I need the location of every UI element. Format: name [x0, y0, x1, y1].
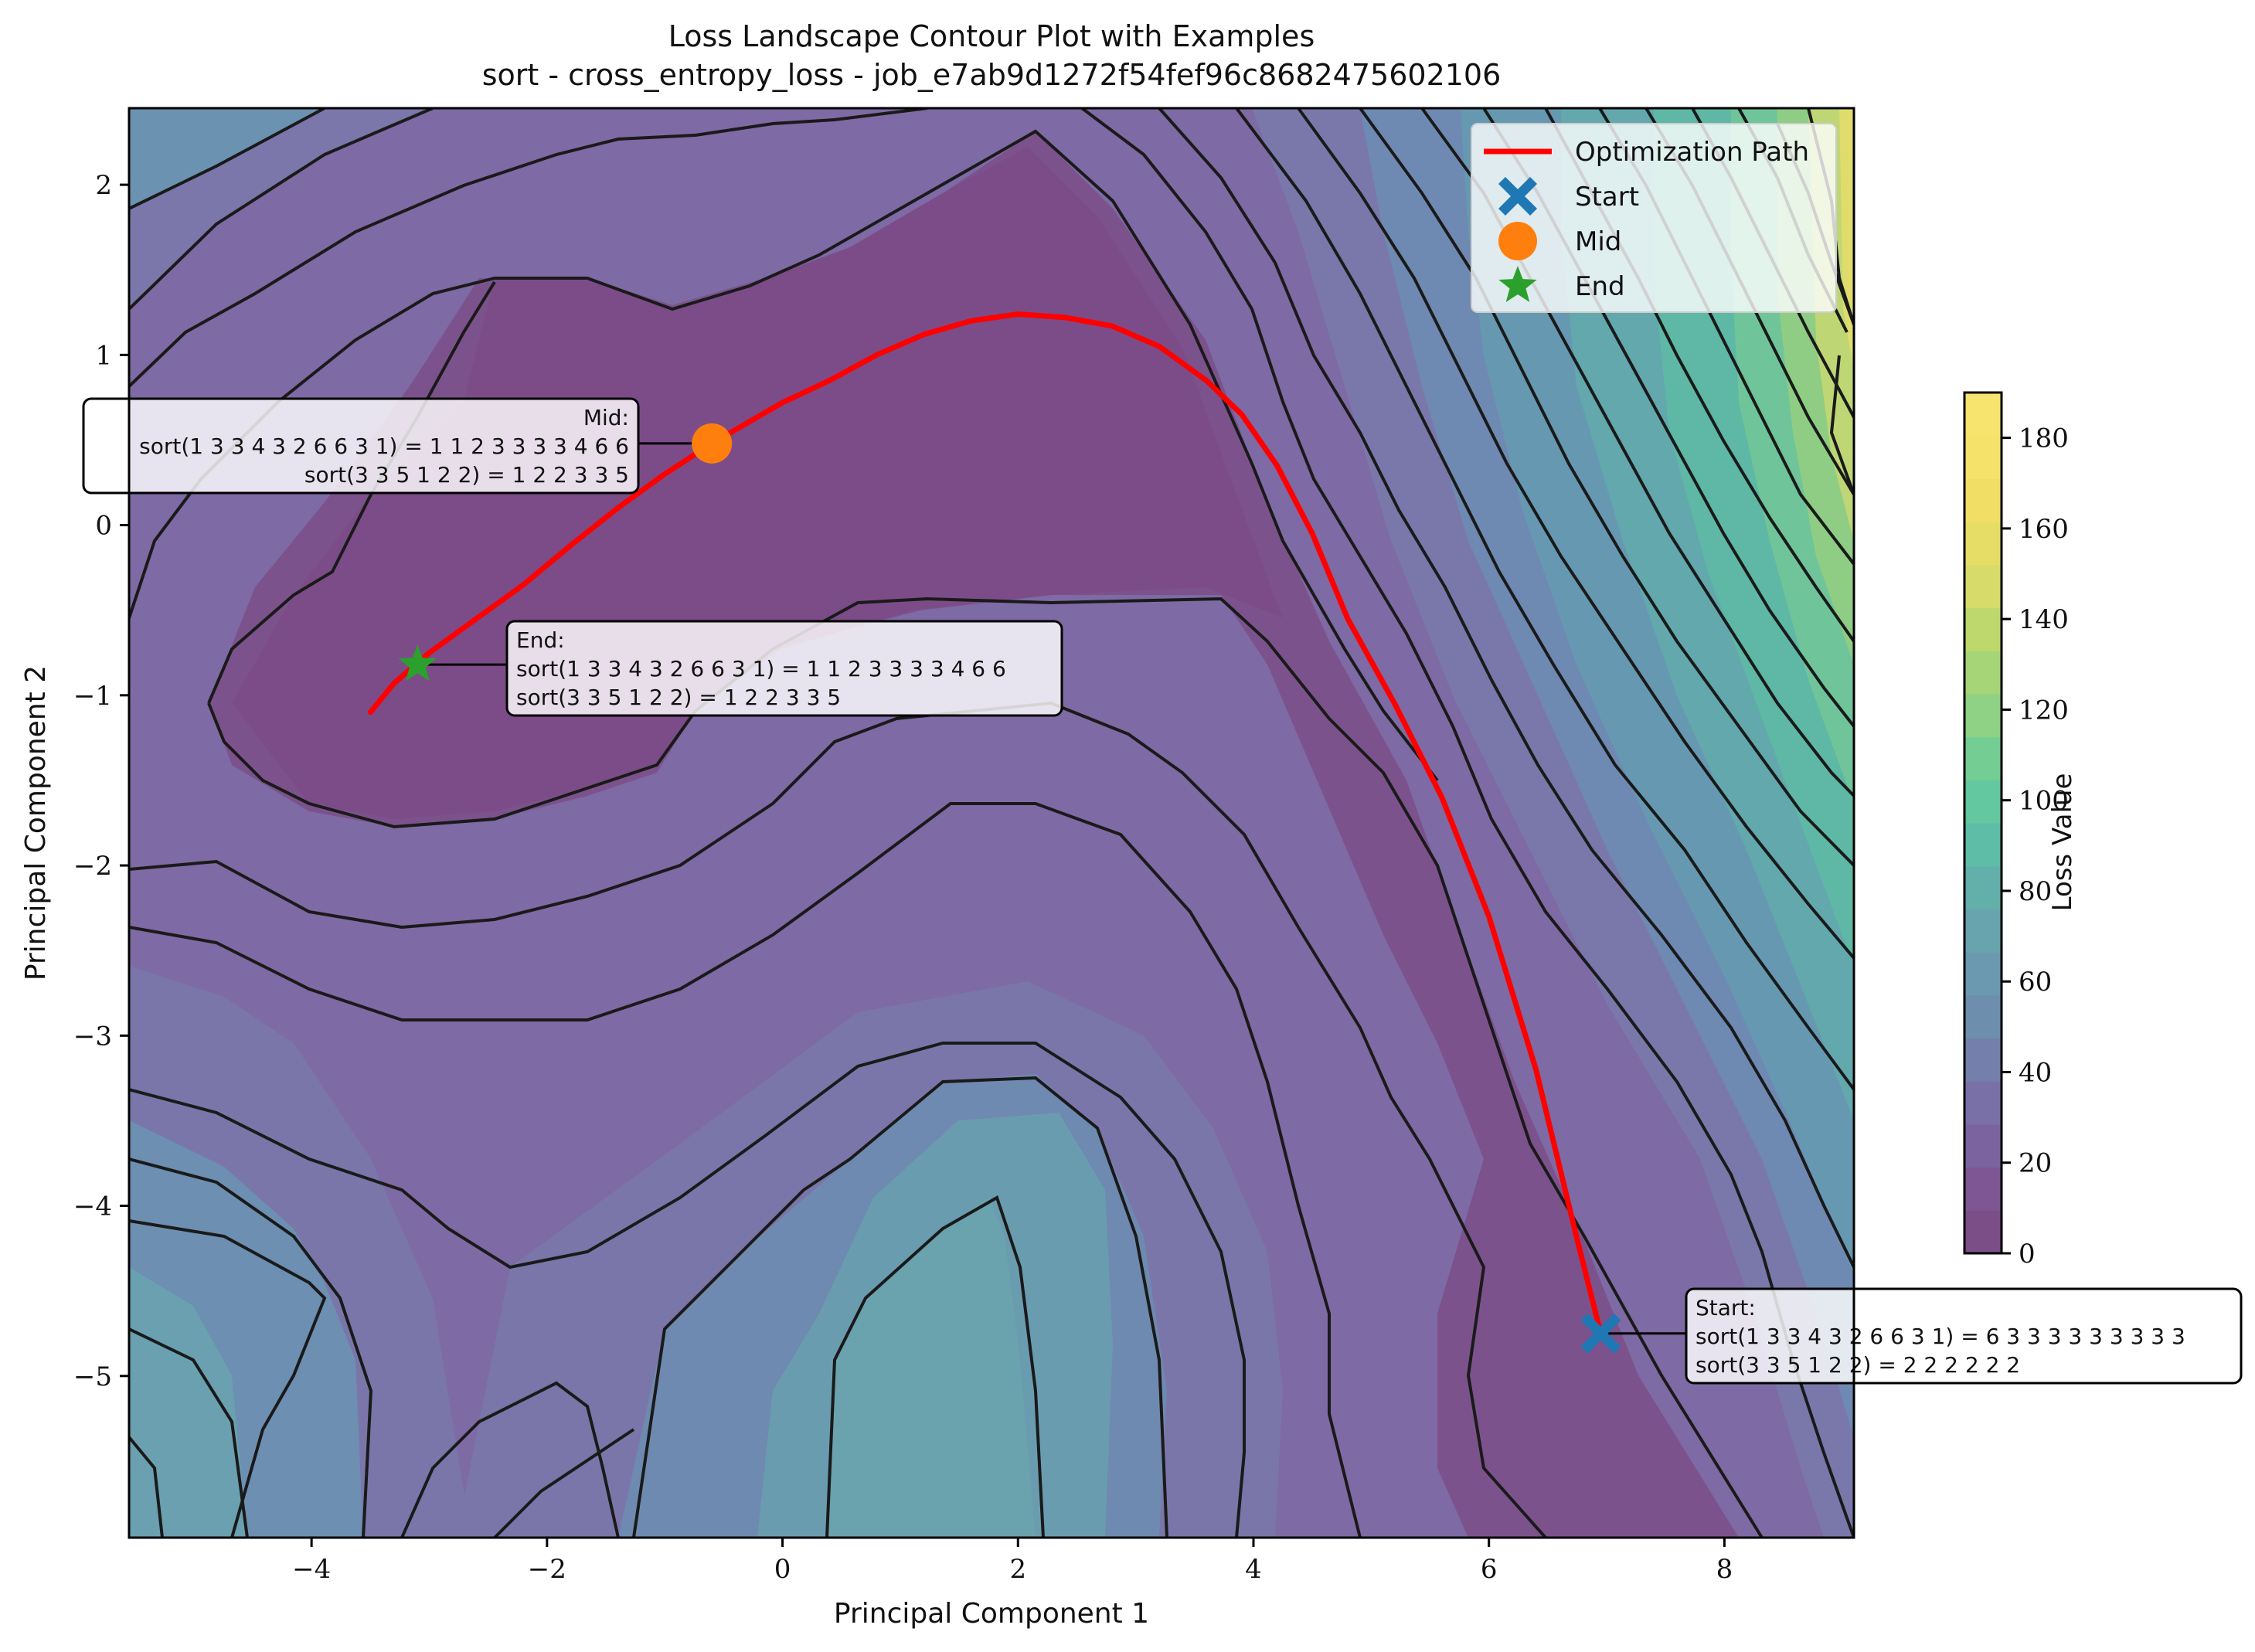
x-tick-label: 6: [1481, 1554, 1498, 1585]
colorbar-band: [1964, 693, 2002, 738]
y-tick-label: −1: [73, 681, 112, 712]
annotation-line: sort(3 3 5 1 2 2) = 2 2 2 2 2 2: [1696, 1352, 2020, 1378]
y-axis-label: Principal Component 2: [20, 665, 52, 981]
colorbar-tick-label: 40: [2019, 1057, 2052, 1088]
path-markers: [398, 423, 1621, 1354]
annotation-box: [505, 620, 1063, 717]
colorbar-tick-label: 180: [2019, 423, 2069, 454]
y-tick-label: −3: [73, 1021, 112, 1052]
colorbar-band: [1964, 522, 2002, 566]
annotation-line: Start:: [1696, 1295, 1756, 1321]
legend-circle-swatch: [1498, 222, 1537, 260]
annotations: Mid: sort(1 3 3 4 3 2 6 6 3 1) = 1 1 2 3 …: [82, 397, 2243, 1385]
optimization-path: [367, 311, 1604, 1337]
colorbar-tick-label: 140: [2019, 604, 2069, 635]
x-axis-label: Principal Component 1: [834, 1598, 1149, 1630]
optimization-path-line: [367, 311, 1604, 1337]
y-tick-label: 2: [95, 170, 112, 201]
colorbar: 0 20 40 60 80 100 120 140 160 180: [1963, 391, 2069, 1270]
colorbar-band: [1964, 1210, 2002, 1254]
colorbar-band: [1964, 1167, 2002, 1211]
start-marker: [1580, 1313, 1621, 1354]
end-marker: [398, 644, 437, 682]
colorbar-band: [1964, 478, 2002, 522]
annotation-line: sort(1 3 3 4 3 2 6 6 3 1) = 6 3 3 3 3 3 …: [1696, 1324, 2185, 1349]
colorbar-band: [1964, 865, 2002, 909]
annotation-line: sort(3 3 5 1 2 2) = 1 2 2 3 3 5: [516, 685, 841, 710]
colorbar-band: [1964, 909, 2002, 953]
y-tick-label: −4: [73, 1191, 112, 1222]
mid-marker: [692, 423, 733, 464]
annotation-line: Mid:: [583, 405, 629, 430]
annotation-line: sort(1 3 3 4 3 2 6 6 3 1) = 1 1 2 3 3 3 …: [139, 433, 629, 459]
plot-frame: [128, 107, 1855, 1539]
colorbar-tick-label: 60: [2019, 967, 2052, 998]
legend-label: Mid: [1575, 226, 1621, 257]
y-axis-ticks: 2 1 0 −1 −2 −3 −4 −5: [73, 170, 129, 1392]
colorbar-band: [1964, 823, 2002, 867]
colorbar-band: [1964, 651, 2002, 695]
annotation-line: End:: [516, 627, 565, 653]
legend-item: Start: [1498, 177, 1639, 216]
legend-box: [1471, 123, 1837, 313]
colorbar-band: [1964, 607, 2002, 651]
chart-subtitle: sort - cross_entropy_loss - job_e7ab9d12…: [482, 58, 1502, 92]
legend-label: Start: [1575, 182, 1639, 212]
legend-x-swatch: [1498, 177, 1537, 216]
colorbar-tick-label: 120: [2019, 695, 2069, 726]
colorbar-tick-label: 100: [2019, 786, 2069, 817]
annotation-mid: Mid: sort(1 3 3 4 3 2 6 6 3 1) = 1 1 2 3 …: [82, 397, 713, 495]
colorbar-tick-label: 80: [2019, 876, 2052, 907]
legend-star-swatch: [1498, 266, 1537, 302]
annotation-start: Start: sort(1 3 3 4 3 2 6 6 3 1) = 6 3 3 …: [1600, 1287, 2243, 1385]
colorbar-band: [1964, 1081, 2002, 1125]
x-axis-ticks: −4 −2 0 2 4 6 8: [292, 1538, 1733, 1585]
annotation-line: sort(3 3 5 1 2 2) = 1 2 2 3 3 5: [304, 462, 629, 488]
colorbar-tick-label: 20: [2019, 1148, 2052, 1179]
annotation-box: [1685, 1287, 2243, 1385]
y-tick-label: −2: [73, 851, 112, 882]
x-tick-label: 2: [1009, 1554, 1026, 1585]
y-tick-label: −5: [73, 1361, 112, 1392]
y-tick-label: 0: [95, 511, 112, 542]
annotation-box: [82, 397, 640, 495]
x-tick-label: 4: [1245, 1554, 1262, 1585]
colorbar-label: Loss Value: [2047, 773, 2078, 912]
colorbar-band: [1964, 736, 2002, 780]
colorbar-band: [1964, 994, 2002, 1039]
colorbar-tick-label: 0: [2019, 1239, 2036, 1270]
x-tick-label: −4: [292, 1554, 331, 1585]
legend-item: End: [1498, 266, 1625, 302]
annotation-end: End: sort(1 3 3 4 3 2 6 6 3 1) = 1 1 2 3 …: [417, 620, 1063, 717]
x-tick-label: −2: [528, 1554, 566, 1585]
x-tick-label: 8: [1716, 1554, 1733, 1585]
legend-label: Optimization Path: [1575, 137, 1809, 168]
colorbar-band: [1964, 780, 2002, 824]
annotation-line: sort(1 3 3 4 3 2 6 6 3 1) = 1 1 2 3 3 3 …: [516, 656, 1006, 682]
colorbar-band: [1964, 564, 2002, 609]
legend: Optimization Path Start Mid End: [1471, 123, 1837, 313]
chart-title: Loss Landscape Contour Plot with Example…: [668, 19, 1315, 53]
colorbar-band: [1964, 435, 2002, 479]
x-tick-label: 0: [774, 1554, 791, 1585]
colorbar-band: [1964, 1038, 2002, 1082]
legend-item: Mid: [1498, 222, 1621, 260]
colorbar-band: [1964, 952, 2002, 996]
colorbar-frame: [1963, 391, 2003, 1255]
colorbar-tick-label: 160: [2019, 514, 2069, 545]
legend-label: End: [1575, 271, 1625, 302]
colorbar-band: [1964, 393, 2002, 437]
colorbar-band: [1964, 1123, 2002, 1168]
legend-item: Optimization Path: [1484, 137, 1809, 168]
y-tick-label: 1: [95, 340, 112, 371]
